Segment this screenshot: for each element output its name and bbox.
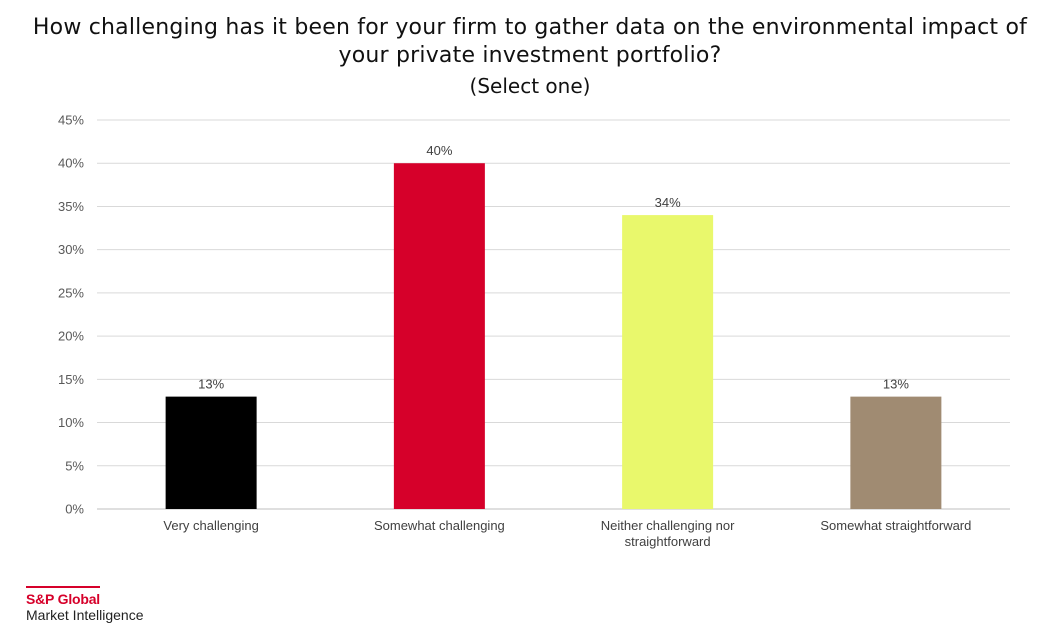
data-label: 34% <box>655 195 681 210</box>
y-tick-label: 45% <box>58 113 84 128</box>
category-label: Neither challenging nor straightforward <box>601 518 735 549</box>
chart-title-line-1: How challenging has it been for your fir… <box>32 15 1028 40</box>
y-tick-label: 15% <box>58 372 84 387</box>
y-tick-label: 10% <box>58 415 84 430</box>
category-label: Somewhat straightforward <box>820 518 971 533</box>
category-label: Somewhat challenging <box>374 518 505 533</box>
chart-title: How challenging has it been for your fir… <box>0 14 1050 70</box>
y-tick-label: 30% <box>58 242 84 257</box>
y-tick-label: 5% <box>65 458 84 473</box>
chart-subtitle: (Select one) <box>469 74 591 98</box>
logo-brand: S&P Global <box>26 591 100 607</box>
y-tick-label: 40% <box>58 156 84 171</box>
category-label: Very challenging <box>163 518 258 533</box>
data-label: 13% <box>883 377 909 392</box>
y-axis-ticks: 0% 5% 10% 15% 20% 25% 30% 35% 40% 45% <box>58 113 84 517</box>
y-tick-label: 20% <box>58 329 84 344</box>
chart-title-line-2: your private investment portfolio? <box>338 43 722 68</box>
data-labels: 13% 40% 34% 13% <box>198 143 909 391</box>
y-tick-label: 35% <box>58 199 84 214</box>
y-tick-label: 0% <box>65 502 84 517</box>
sp-global-logo: S&P Global Market Intelligence <box>26 586 144 624</box>
category-labels: Very challenging Somewhat challenging Neit… <box>163 518 971 549</box>
y-tick-label: 25% <box>58 285 84 300</box>
data-label: 13% <box>198 377 224 392</box>
logo-subtitle: Market Intelligence <box>26 607 144 623</box>
bar <box>850 396 942 509</box>
bars <box>165 163 942 510</box>
bar <box>622 215 714 510</box>
bar <box>393 163 485 509</box>
bar <box>165 396 257 509</box>
data-label: 40% <box>426 143 452 158</box>
bar-chart: 0%5%10%15%20%25%30%35%40%45% 13%40%34%13… <box>58 113 1010 549</box>
logo-rule <box>26 586 100 588</box>
